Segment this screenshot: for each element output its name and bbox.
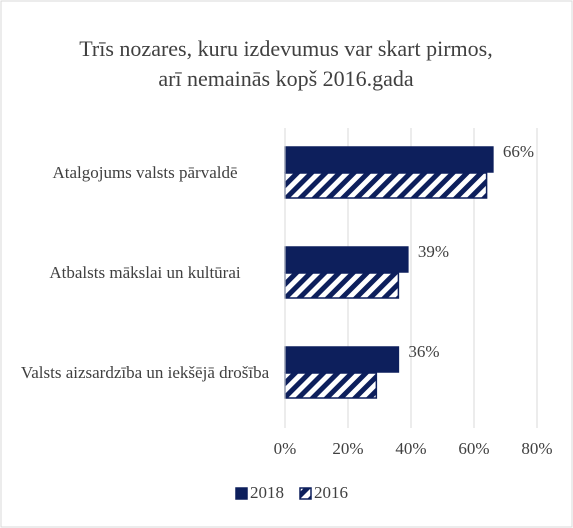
data-label: 39% — [418, 242, 449, 261]
x-tick-label: 60% — [458, 439, 489, 458]
x-tick-label: 20% — [332, 439, 363, 458]
y-tick-label: Atbalsts mākslai un kultūrai — [49, 263, 241, 282]
x-tick-label: 80% — [521, 439, 552, 458]
bar — [284, 146, 494, 173]
bar — [284, 272, 400, 299]
chart-title: Trīs nozares, kuru izdevumus var skart p… — [79, 36, 493, 91]
y-tick-label: Atalgojums valsts pārvaldē — [52, 163, 238, 182]
legend-swatch — [235, 487, 248, 500]
bar — [284, 172, 488, 199]
legend-swatch — [299, 487, 312, 500]
data-label: 66% — [503, 142, 534, 161]
data-label: 36% — [408, 342, 439, 361]
x-tick-label: 0% — [274, 439, 297, 458]
y-tick-label: Valsts aizsardzība un iekšējā drošība — [20, 363, 270, 382]
bar — [284, 346, 400, 373]
x-tick-label: 40% — [395, 439, 426, 458]
legend-label: 2018 — [250, 483, 284, 502]
bar — [284, 372, 378, 399]
legend-label: 2016 — [314, 483, 348, 502]
bar — [284, 246, 409, 273]
